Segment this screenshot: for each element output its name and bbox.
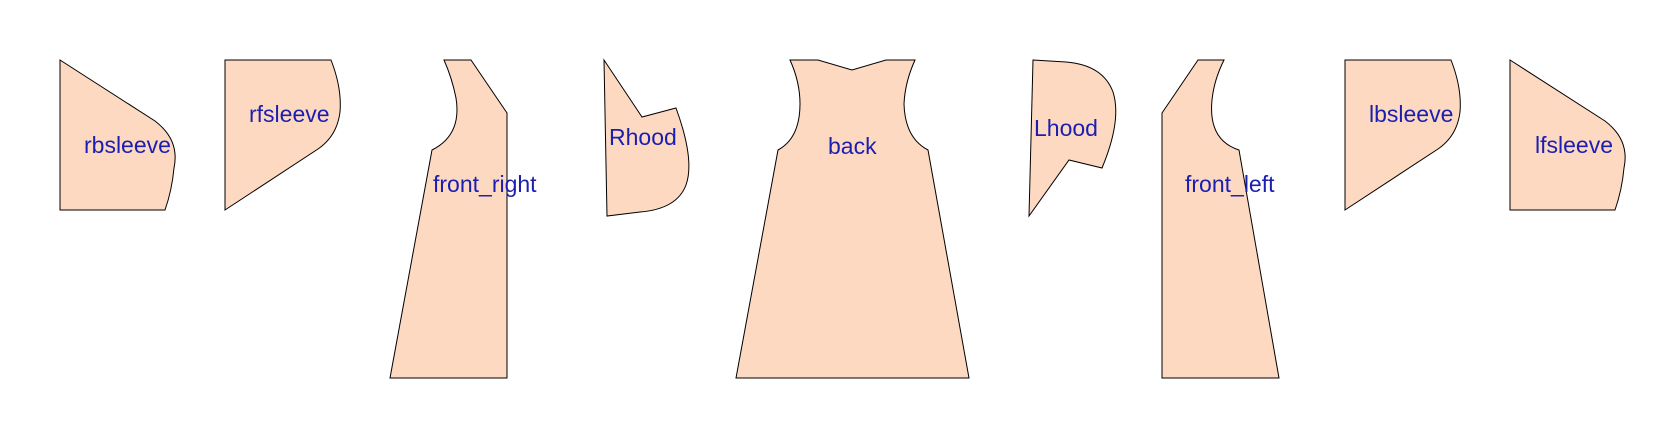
piece-lbsleeve: lbsleeve [1344, 59, 1461, 211]
piece-lhood-label: Lhood [1034, 115, 1098, 141]
piece-rbsleeve: rbsleeve [59, 59, 176, 211]
piece-rhood-outline [603, 58, 690, 217]
piece-front-left: front_left [1161, 59, 1280, 379]
piece-front-right-outline [389, 59, 508, 379]
piece-rfsleeve: rfsleeve [224, 59, 341, 211]
piece-lfsleeve-label: lfsleeve [1535, 132, 1613, 158]
piece-rfsleeve-outline [224, 59, 341, 211]
piece-lhood: Lhood [1028, 59, 1117, 218]
piece-lbsleeve-label: lbsleeve [1369, 101, 1453, 127]
piece-lhood-outline [1028, 59, 1117, 218]
piece-rhood: Rhood [603, 58, 690, 217]
piece-front-right-label: front_right [433, 171, 537, 197]
piece-back-label: back [828, 133, 877, 159]
piece-rfsleeve-label: rfsleeve [249, 101, 330, 127]
piece-lfsleeve: lfsleeve [1509, 59, 1626, 211]
piece-front-right: front_right [389, 59, 537, 379]
piece-front-left-outline [1161, 59, 1280, 379]
piece-front-left-label: front_left [1185, 171, 1275, 197]
piece-lbsleeve-outline [1344, 59, 1461, 211]
piece-lfsleeve-outline [1509, 59, 1626, 211]
piece-rbsleeve-outline [59, 59, 176, 211]
piece-back-outline [735, 59, 970, 379]
piece-rhood-label: Rhood [609, 124, 677, 150]
piece-rbsleeve-label: rbsleeve [84, 132, 171, 158]
piece-back: back [735, 59, 970, 379]
